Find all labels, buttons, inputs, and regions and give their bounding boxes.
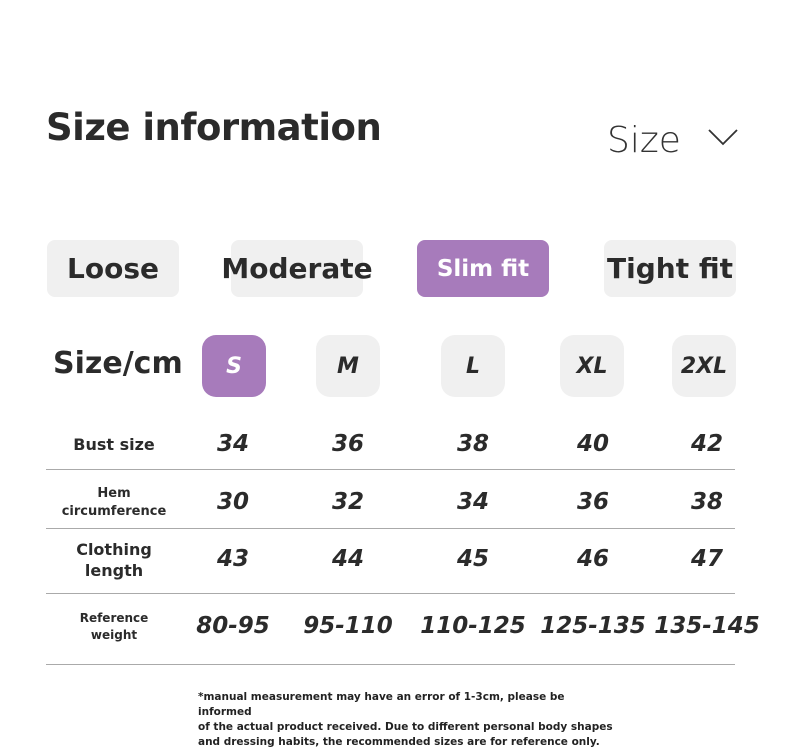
table-cell: 32 (331, 489, 364, 515)
row-divider (46, 528, 735, 529)
table-cell: 45 (456, 546, 489, 572)
table-cell: 47 (690, 546, 723, 572)
size-option-l[interactable]: L (441, 335, 505, 397)
table-cell: 34 (216, 431, 249, 457)
fit-option-moderate[interactable]: Moderate (221, 240, 373, 297)
row-label: Hem circumference (61, 486, 167, 519)
disclaimer-note: *manual measurement may have an error of… (198, 691, 613, 748)
table-cell: 95-110 (303, 613, 393, 639)
table-cell: 34 (456, 489, 489, 515)
chevron-down-icon[interactable] (708, 128, 738, 146)
size-dropdown-label[interactable]: Size (607, 120, 681, 161)
table-cell: 36 (331, 431, 364, 457)
size-option-m[interactable]: M (316, 335, 380, 397)
row-label: Bust size (73, 435, 155, 454)
size-option-2xl[interactable]: 2XL (672, 335, 736, 397)
table-cell: 43 (216, 546, 249, 572)
table-cell: 38 (690, 489, 723, 515)
size-option-s[interactable]: S (202, 335, 266, 397)
fit-option-loose[interactable]: Loose (47, 240, 179, 297)
row-label: Reference weight (79, 611, 149, 642)
size-cm-label: Size/cm (53, 346, 183, 381)
table-cell: 80-95 (196, 613, 270, 639)
row-label: Clothing length (76, 540, 152, 580)
fit-option-tight-fit[interactable]: Tight fit (604, 240, 736, 297)
table-cell: 110-125 (420, 613, 526, 639)
row-divider (46, 469, 735, 470)
table-cell: 125-135 (540, 613, 646, 639)
page-title: Size information (46, 106, 382, 149)
table-cell: 30 (216, 489, 249, 515)
table-cell: 42 (690, 431, 723, 457)
table-cell: 36 (576, 489, 609, 515)
row-divider (46, 593, 735, 594)
fit-option-slim-fit[interactable]: Slim fit (417, 240, 549, 297)
table-cell: 44 (331, 546, 364, 572)
size-option-xl[interactable]: XL (560, 335, 624, 397)
row-divider (46, 664, 735, 665)
table-cell: 135-145 (654, 613, 760, 639)
table-cell: 38 (456, 431, 489, 457)
table-cell: 40 (576, 431, 609, 457)
table-cell: 46 (576, 546, 609, 572)
